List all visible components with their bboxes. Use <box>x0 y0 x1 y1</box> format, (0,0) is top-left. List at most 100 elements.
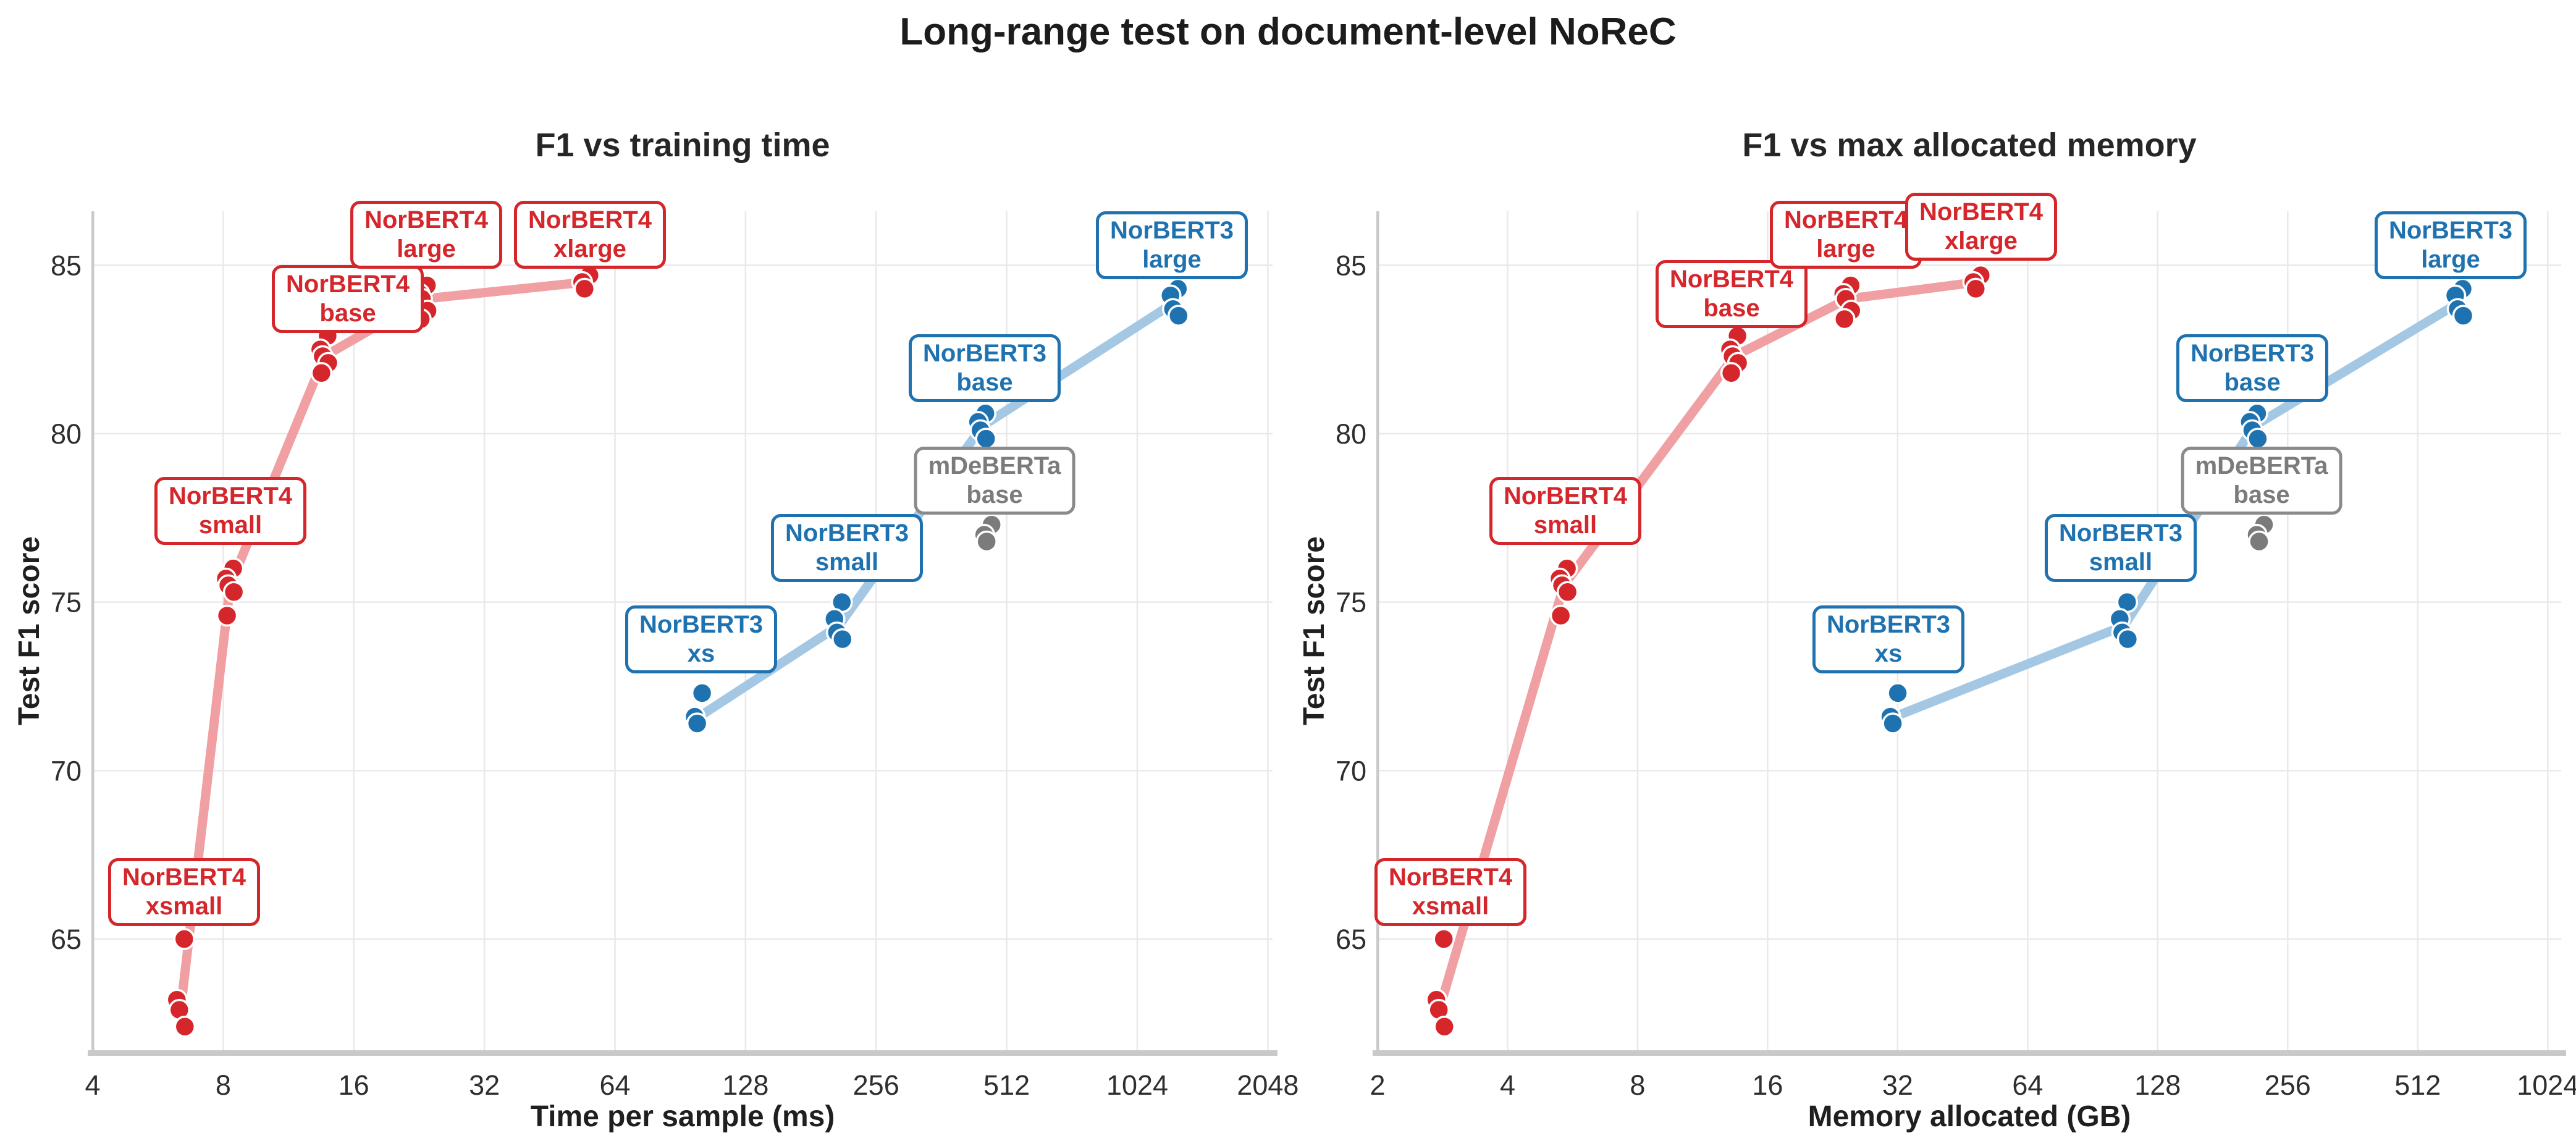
model-label-line: NorBERT4 <box>528 206 652 234</box>
model-label-norbert4-small-memory: NorBERT4 small <box>1489 477 1642 545</box>
data-point-norbert4-xlarge <box>573 277 596 300</box>
model-label-line: mDeBERTa <box>928 452 1061 479</box>
model-label-norbert4-xsmall-time: NorBERT4 xsmall <box>107 858 261 926</box>
subplot-title-memory: F1 vs max allocated memory <box>1742 127 2197 164</box>
model-label-line: xlarge <box>554 235 626 263</box>
x-tick-label: 512 <box>2394 1069 2441 1101</box>
y-tick-label: 85 <box>51 250 82 281</box>
model-label-line: NorBERT4 <box>1388 864 1513 891</box>
model-label-norbert3-large-memory: NorBERT3 large <box>2374 211 2527 279</box>
x-tick-label: 8 <box>216 1069 231 1101</box>
x-tick-label: 64 <box>599 1069 630 1101</box>
model-label-norbert3-base-memory: NorBERT3 base <box>2176 334 2329 402</box>
x-tick-label: 512 <box>983 1069 1030 1101</box>
model-label-line: NorBERT3 <box>1826 611 1951 638</box>
model-label-norbert4-base-time: NorBERT4 base <box>271 265 424 333</box>
model-label-line: xs <box>1874 640 1903 667</box>
model-label-norbert4-large-time: NorBERT4 large <box>350 201 503 269</box>
data-point-norbert4-xsmall <box>1433 928 1455 950</box>
data-point-norbert4-base <box>1720 362 1743 384</box>
data-point-norbert3-xs <box>1887 682 1909 704</box>
model-label-norbert4-xsmall-memory: NorBERT4 xsmall <box>1374 858 1527 926</box>
model-label-line: small <box>815 549 879 576</box>
x-tick-label: 16 <box>1752 1069 1783 1101</box>
data-point-norbert3-base <box>975 428 997 450</box>
model-label-line: base <box>2233 481 2290 508</box>
x-tick-label: 8 <box>1630 1069 1645 1101</box>
model-label-line: large <box>1142 246 1202 273</box>
model-label-norbert3-small-memory: NorBERT3 small <box>2044 514 2197 582</box>
model-label-line: base <box>319 300 376 327</box>
model-label-mdeberta-base-time: mDeBERTa base <box>914 447 1075 515</box>
model-label-line: xlarge <box>1945 227 2018 255</box>
model-label-norbert3-base-time: NorBERT3 base <box>908 334 1061 402</box>
y-tick-label: 75 <box>1336 587 1366 618</box>
data-point-norbert4-small <box>1556 581 1579 604</box>
x-tick-label: 1024 <box>2517 1069 2576 1101</box>
model-label-line: small <box>2089 549 2153 576</box>
model-label-mdeberta-base-memory: mDeBERTa base <box>2181 447 2342 515</box>
y-tick-label: 65 <box>1336 924 1366 955</box>
x-axis-label-time: Time per sample (ms) <box>530 1100 835 1133</box>
x-axis-label-memory: Memory allocated (GB) <box>1808 1100 2131 1133</box>
data-point-mdeberta-base <box>975 530 998 553</box>
model-label-norbert4-xlarge-time: NorBERT4 xlarge <box>513 201 667 269</box>
data-point-norbert3-small <box>2116 628 2139 651</box>
data-point-norbert3-large <box>2452 305 2475 327</box>
bottom-axis-spine <box>88 1050 1277 1056</box>
data-point-norbert4-xsmall <box>174 1016 196 1038</box>
data-point-norbert4-small <box>1549 604 1572 627</box>
x-tick-label: 32 <box>469 1069 500 1101</box>
x-tick-label: 2 <box>1370 1069 1385 1101</box>
data-point-norbert3-xs <box>1882 712 1904 735</box>
x-tick-label: 1024 <box>1106 1069 1168 1101</box>
x-tick-label: 32 <box>1882 1069 1913 1101</box>
model-label-line: NorBERT3 <box>2388 217 2513 244</box>
model-label-norbert3-small-time: NorBERT3 small <box>770 514 924 582</box>
model-label-line: NorBERT4 <box>122 864 246 891</box>
model-label-line: NorBERT4 <box>285 271 410 298</box>
model-label-line: NorBERT4 <box>1919 198 2044 225</box>
model-label-line: base <box>966 481 1023 508</box>
model-label-line: NorBERT3 <box>922 340 1047 367</box>
x-tick-label: 256 <box>2265 1069 2311 1101</box>
data-point-norbert4-base <box>310 362 333 384</box>
left-axis-spine <box>1376 211 1379 1050</box>
model-label-line: xs <box>687 640 715 667</box>
x-tick-label: 128 <box>722 1069 768 1101</box>
data-point-norbert4-xsmall <box>173 928 196 950</box>
data-point-norbert3-small <box>831 628 854 651</box>
y-tick-label: 70 <box>51 755 82 786</box>
y-axis-label-left: Test F1 score <box>13 536 46 725</box>
model-label-line: base <box>1703 295 1760 322</box>
model-label-line: large <box>2421 246 2480 273</box>
model-label-line: NorBERT3 <box>785 520 909 547</box>
model-label-line: small <box>198 512 263 539</box>
memory-plot: 2 4 8 16 32 64 128 256 512 1024 65 70 75 80 85 <box>1336 211 2576 1101</box>
model-label-norbert3-xs-time: NorBERT3 xs <box>625 605 778 673</box>
model-label-line: NorBERT4 <box>1503 482 1628 510</box>
y-axis-label-right: Test F1 score <box>1298 536 1331 725</box>
x-tick-label: 128 <box>2134 1069 2181 1101</box>
y-tick-label: 75 <box>51 587 82 618</box>
x-tick-label: 2048 <box>1237 1069 1299 1101</box>
data-point-norbert4-xlarge <box>1964 277 1987 300</box>
x-tick-label: 256 <box>853 1069 899 1101</box>
model-label-line: large <box>1816 235 1875 263</box>
model-label-line: xsmall <box>1412 893 1489 920</box>
y-tick-label: 80 <box>51 418 82 450</box>
data-point-norbert3-xs <box>686 712 709 735</box>
data-point-norbert4-small <box>222 581 245 604</box>
left-axis-spine <box>91 211 95 1050</box>
y-tick-label: 85 <box>1336 250 1366 281</box>
model-label-line: large <box>397 235 456 263</box>
subplot-title-training-time: F1 vs training time <box>535 127 830 164</box>
model-label-line: NorBERT3 <box>2058 520 2183 547</box>
model-label-line: small <box>1533 512 1597 539</box>
model-label-line: base <box>2224 369 2281 396</box>
model-label-line: NorBERT4 <box>1669 266 1794 293</box>
model-label-norbert4-large-memory: NorBERT4 large <box>1769 201 1922 269</box>
data-point-norbert4-small <box>216 604 238 627</box>
model-label-line: xsmall <box>145 893 223 920</box>
